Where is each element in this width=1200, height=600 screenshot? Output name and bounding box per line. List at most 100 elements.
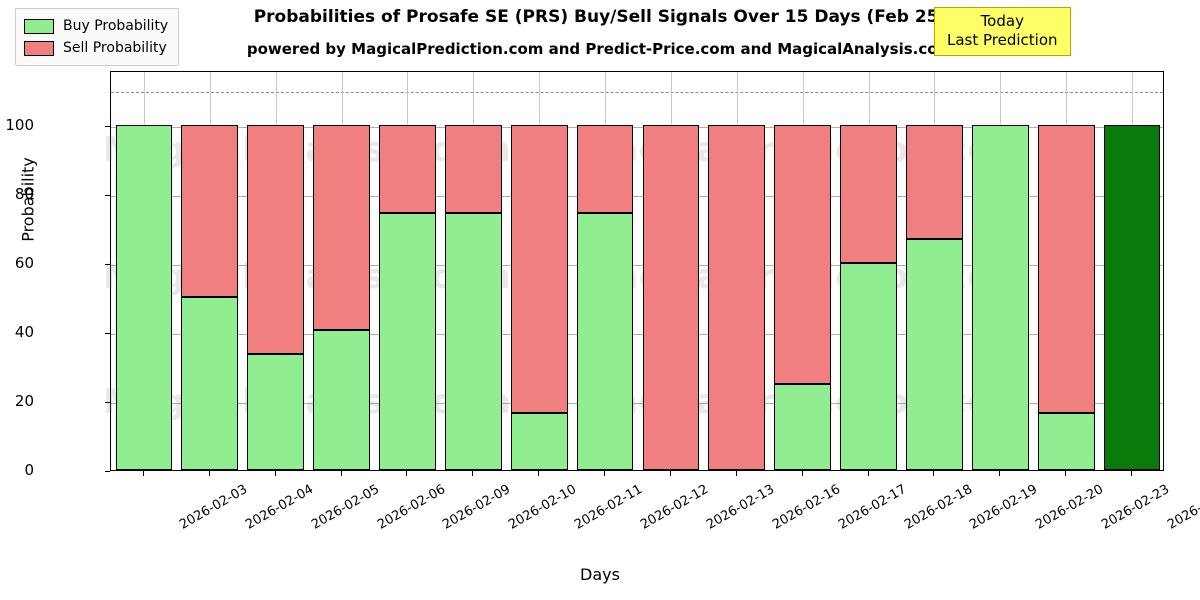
today-annotation-line2: Last Prediction: [947, 31, 1058, 49]
bar-group[interactable]: [708, 70, 766, 470]
bar-segment-buy[interactable]: [115, 124, 173, 470]
bar-segment-sell[interactable]: [1037, 124, 1095, 414]
x-tick-label: 2026-02-05: [308, 482, 382, 533]
bar-segment-buy[interactable]: [379, 212, 436, 470]
bar-segment-buy[interactable]: [840, 262, 897, 470]
bar-group[interactable]: [247, 70, 304, 470]
x-tick-mark: [538, 471, 540, 476]
x-tick-label: 2026-02-23: [1099, 482, 1173, 533]
x-tick-mark: [933, 471, 935, 476]
reference-dashed-line: [111, 92, 1163, 94]
y-tick-mark: [105, 263, 110, 265]
plot-area: MagicalAnalysis.comMagicalPrediction.com…: [103, 70, 1164, 471]
y-tick-label: 40: [14, 322, 34, 341]
bar-segment-sell[interactable]: [444, 124, 502, 213]
gridline: [111, 333, 1163, 335]
bar-segment-today[interactable]: [1103, 124, 1161, 470]
x-tick-label: 2026-02-16: [769, 482, 843, 533]
legend-swatch-buy-icon: [24, 18, 54, 34]
bar-segment-buy[interactable]: [971, 124, 1029, 470]
bar-group[interactable]: [510, 70, 568, 470]
x-tick-label: 2026-02-12: [638, 482, 712, 533]
y-tick-mark: [105, 194, 110, 196]
bar-segment-buy[interactable]: [774, 383, 831, 470]
x-tick-mark: [1131, 471, 1133, 476]
bar-group[interactable]: [1103, 70, 1161, 470]
bar-group[interactable]: [1037, 70, 1095, 470]
legend-item-sell[interactable]: Sell Probability: [24, 37, 168, 59]
bar-group[interactable]: [774, 70, 831, 470]
y-tick-mark: [105, 471, 110, 472]
bar-segment-buy[interactable]: [510, 413, 568, 470]
bar-group[interactable]: [642, 70, 700, 470]
bar-segment-sell[interactable]: [181, 124, 239, 298]
bar-segment-buy[interactable]: [906, 238, 963, 470]
x-tick-label: 2026-02-06: [374, 482, 448, 533]
x-tick-label: 2026-02-24: [1165, 482, 1200, 533]
x-tick-mark: [801, 471, 803, 476]
bar-segment-buy[interactable]: [181, 297, 239, 470]
y-tick-mark: [105, 332, 110, 334]
x-tick-mark: [340, 471, 342, 476]
x-tick-label: 2026-02-20: [1033, 482, 1107, 533]
bar-segment-sell[interactable]: [774, 124, 831, 384]
chart-subtitle: powered by MagicalPrediction.com and Pre…: [246, 40, 954, 58]
y-tick-label: 100: [5, 115, 34, 134]
x-tick-mark: [999, 471, 1001, 476]
bar-segment-sell[interactable]: [840, 124, 897, 263]
bar-segment-sell[interactable]: [510, 124, 568, 414]
plot-inner: MagicalAnalysis.comMagicalPrediction.com…: [103, 70, 1163, 470]
bar-group[interactable]: [971, 70, 1029, 470]
bar-group[interactable]: [115, 70, 173, 470]
legend-label-sell: Sell Probability: [63, 40, 167, 56]
y-tick-label: 60: [14, 253, 34, 272]
x-tick-label: 2026-02-17: [835, 482, 909, 533]
bar-segment-sell[interactable]: [313, 124, 370, 331]
x-tick-mark: [208, 471, 210, 476]
y-tick-mark: [105, 401, 110, 403]
bar-segment-buy[interactable]: [313, 330, 370, 470]
bar-segment-buy[interactable]: [247, 354, 304, 470]
y-tick-label: 0: [24, 461, 34, 479]
gridline: [111, 126, 1163, 128]
x-tick-label: 2026-02-19: [967, 482, 1041, 533]
bar-group[interactable]: [181, 70, 239, 470]
bar-segment-buy[interactable]: [1037, 413, 1095, 470]
x-tick-mark: [472, 471, 474, 476]
x-tick-mark: [735, 471, 737, 476]
bar-group[interactable]: [313, 70, 370, 470]
bar-segment-buy[interactable]: [444, 212, 502, 470]
x-tick-label: 2026-02-03: [177, 482, 250, 533]
gridline: [111, 402, 1163, 404]
gridline: [111, 195, 1163, 197]
bar-segment-sell[interactable]: [642, 124, 700, 470]
x-tick-mark: [274, 471, 276, 476]
gridline: [111, 264, 1163, 266]
x-tick-mark: [142, 471, 144, 476]
x-tick-label: 2026-02-09: [440, 482, 514, 533]
x-tick-label: 2026-02-11: [572, 482, 646, 533]
bar-group[interactable]: [576, 70, 634, 470]
bar-segment-sell[interactable]: [708, 124, 766, 470]
bar-group[interactable]: [444, 70, 502, 470]
legend-item-buy[interactable]: Buy Probability: [24, 15, 168, 37]
x-tick-label: 2026-02-10: [506, 482, 580, 533]
x-tick-label: 2026-02-18: [901, 482, 975, 533]
bar-group[interactable]: [840, 70, 897, 470]
bar-segment-sell[interactable]: [576, 124, 634, 213]
x-axis-label: Days: [580, 565, 620, 584]
bar-segment-sell[interactable]: [247, 124, 304, 355]
x-tick-label: 2026-02-13: [704, 482, 777, 533]
y-tick-label: 80: [14, 184, 34, 203]
bar-segment-sell[interactable]: [379, 124, 436, 213]
bar-group[interactable]: [379, 70, 436, 470]
bar-segment-sell[interactable]: [906, 124, 963, 239]
legend-label-buy: Buy Probability: [63, 18, 169, 34]
x-tick-mark: [867, 471, 869, 476]
x-tick-mark: [604, 471, 606, 476]
chart-title: Probabilities of Prosafe SE (PRS) Buy/Se…: [253, 7, 947, 27]
bar-segment-buy[interactable]: [576, 212, 634, 470]
legend-swatch-sell-icon: [24, 40, 54, 56]
bar-group[interactable]: [906, 70, 963, 470]
